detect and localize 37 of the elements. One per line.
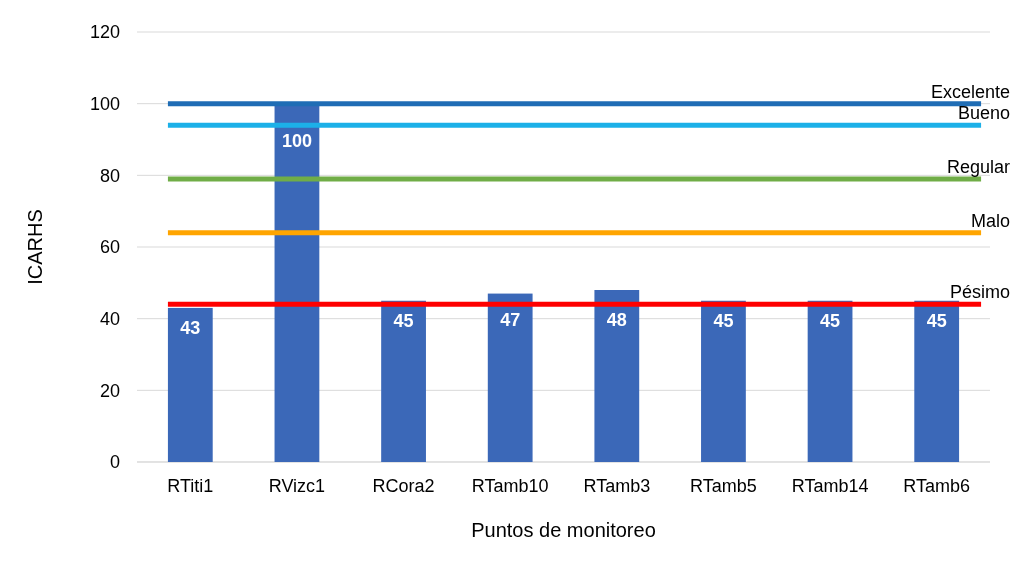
data-label: 45 [713, 310, 734, 331]
data-label: 48 [606, 310, 627, 331]
bar [807, 300, 853, 462]
bar [487, 293, 533, 462]
y-tick-label: 120 [89, 22, 120, 43]
y-tick-label: 0 [109, 452, 120, 473]
x-tick-label: RTamb3 [583, 476, 651, 496]
x-tick-label: RTamb14 [791, 476, 869, 496]
bar [594, 290, 640, 462]
y-tick-label: 40 [99, 308, 120, 329]
x-tick-label: RVizc1 [268, 476, 326, 496]
ref-line-label: Pésimo [949, 282, 1010, 303]
y-tick-label: 80 [99, 165, 120, 186]
x-tick-label: RCora2 [372, 476, 435, 496]
bar [914, 300, 960, 462]
x-tick-label: RTamb10 [471, 476, 549, 496]
ref-line-label: Excelente [930, 81, 1010, 102]
y-tick-label: 60 [99, 237, 120, 258]
ref-line-label: Bueno [957, 103, 1010, 124]
y-axis-title: ICARHS [24, 209, 46, 285]
bar [381, 300, 426, 462]
data-label: 47 [500, 310, 521, 331]
ref-line-label: Malo [970, 210, 1010, 231]
data-label: 45 [393, 310, 414, 331]
data-label: 43 [180, 317, 201, 338]
y-tick-label: 20 [99, 380, 120, 401]
bar [701, 300, 746, 462]
bar [167, 307, 213, 462]
data-label: 45 [820, 310, 841, 331]
x-tick-label: RTiti1 [167, 476, 214, 496]
data-label: 45 [926, 310, 947, 331]
x-tick-label: RTamb6 [903, 476, 971, 496]
y-tick-label: 100 [89, 93, 120, 114]
ref-line-label: Regular [946, 156, 1010, 177]
x-tick-label: RTamb5 [690, 476, 757, 496]
data-label: 100 [281, 131, 312, 152]
x-axis-title: Puntos de monitoreo [471, 519, 656, 541]
